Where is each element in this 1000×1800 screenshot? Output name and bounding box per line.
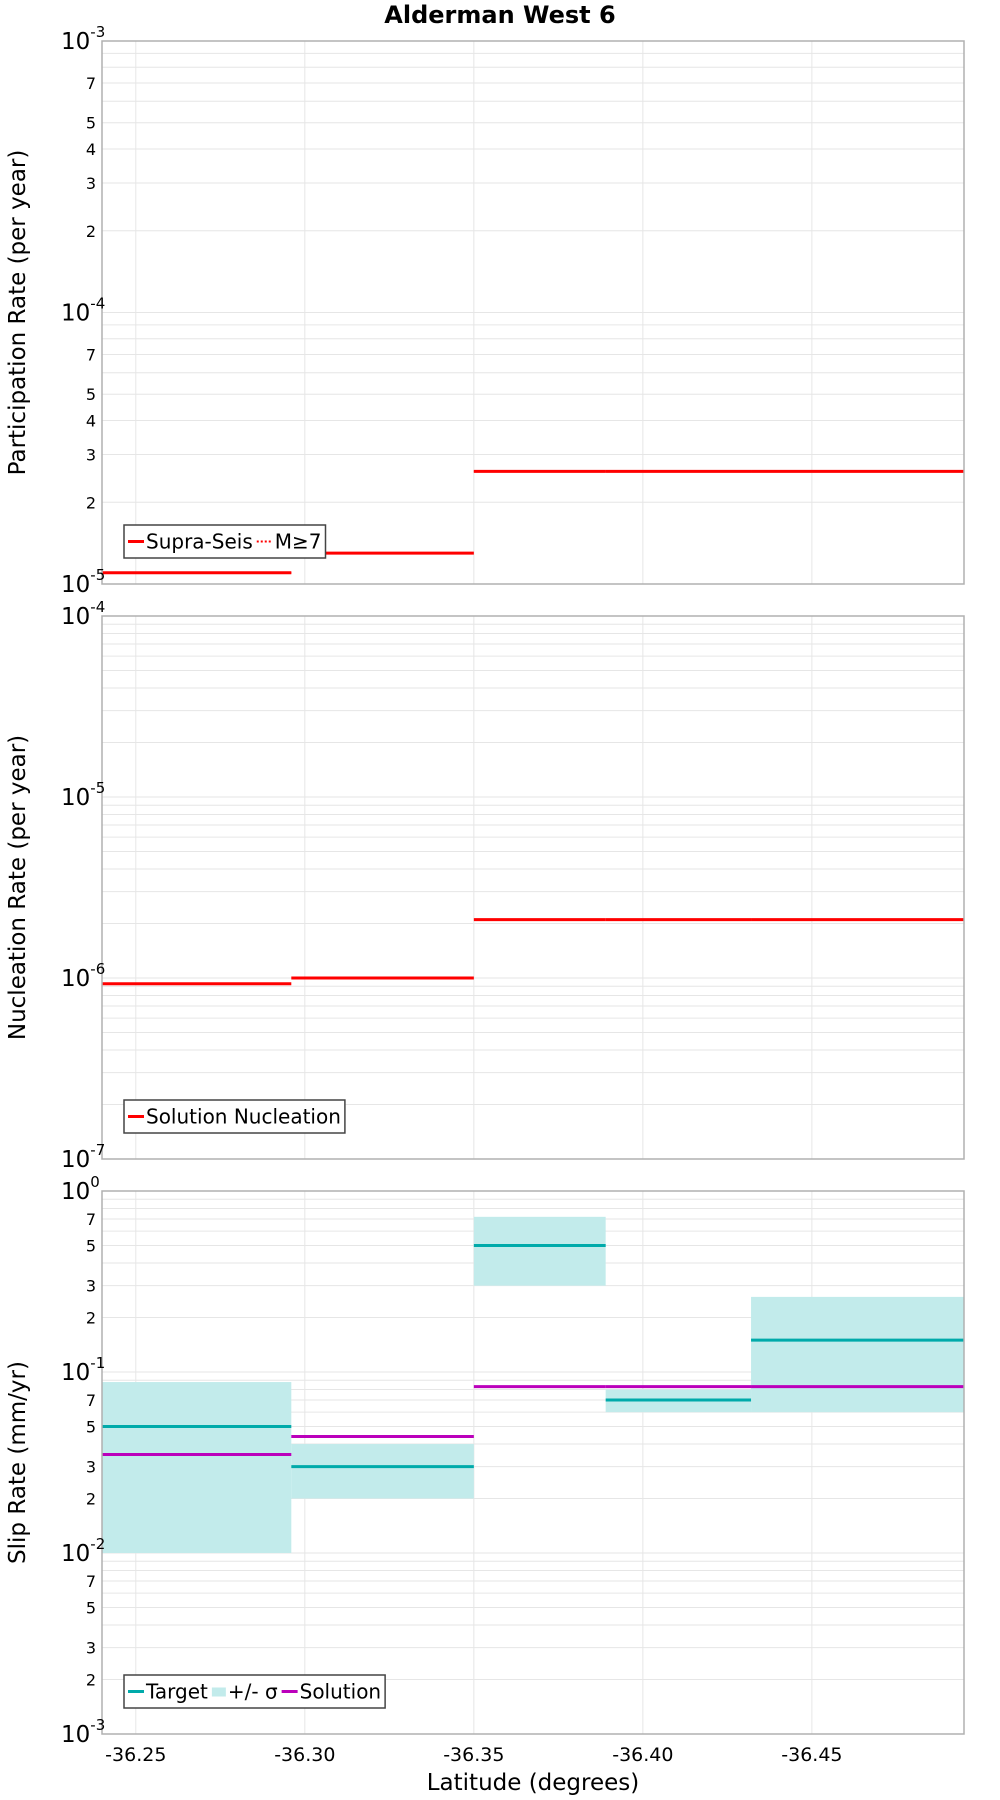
y-minor-tick-label: 2 bbox=[86, 222, 96, 241]
legend-label: M≥7 bbox=[275, 530, 322, 554]
y-minor-tick-label: 3 bbox=[86, 445, 96, 464]
y-minor-tick-label: 3 bbox=[86, 1639, 96, 1658]
y-tick-label: 10-6 bbox=[61, 960, 105, 992]
legend-box bbox=[123, 524, 327, 559]
y-tick-label: 10-3 bbox=[61, 1716, 105, 1748]
y-minor-tick-label: 5 bbox=[86, 1417, 96, 1436]
legend-box bbox=[123, 1674, 386, 1709]
y-tick-exponent: 0 bbox=[90, 1173, 100, 1191]
y-axis-label: Participation Rate (per year) bbox=[5, 150, 31, 476]
legend: Supra-Seis M≥7 bbox=[123, 524, 327, 559]
y-tick-label: 10-4 bbox=[61, 598, 105, 630]
y-tick-label: 10-7 bbox=[61, 1141, 105, 1173]
plot-area bbox=[102, 616, 964, 1159]
y-minor-tick-label: 7 bbox=[86, 1210, 96, 1229]
y-tick-exponent: -1 bbox=[90, 1354, 105, 1372]
sigma-band-bin bbox=[102, 1382, 292, 1553]
y-minor-tick-label: 2 bbox=[86, 1671, 96, 1690]
x-tick-label: -36.35 bbox=[443, 1744, 504, 1766]
legend-label: Solution Nucleation bbox=[146, 1105, 341, 1129]
y-minor-tick-label: 3 bbox=[86, 1277, 96, 1296]
y-tick-exponent: -2 bbox=[90, 1535, 105, 1553]
y-minor-tick-label: 2 bbox=[86, 1490, 96, 1509]
y-tick-exponent: -4 bbox=[90, 598, 105, 616]
y-axis-label: Nucleation Rate (per year) bbox=[5, 735, 31, 1040]
y-minor-tick-label: 7 bbox=[86, 1391, 96, 1410]
y-minor-tick-label: 3 bbox=[86, 1458, 96, 1477]
y-tick-exponent: -3 bbox=[90, 1716, 105, 1734]
legend: Solution Nucleation bbox=[123, 1099, 346, 1134]
y-tick-exponent: -6 bbox=[90, 960, 105, 978]
legend-label: +/- σ bbox=[228, 1680, 278, 1704]
y-minor-tick-label: 4 bbox=[86, 140, 96, 159]
x-tick-label: -36.45 bbox=[781, 1744, 842, 1766]
legend-label: Target bbox=[145, 1680, 208, 1704]
y-tick-exponent: -3 bbox=[90, 23, 105, 41]
plot-frame bbox=[101, 615, 965, 1160]
x-tick-label: -36.25 bbox=[105, 1744, 166, 1766]
y-minor-tick-label: 5 bbox=[86, 385, 96, 404]
sigma-band-bin bbox=[473, 1216, 606, 1286]
legend-label: Supra-Seis bbox=[146, 530, 253, 554]
y-tick-label: 10-4 bbox=[61, 295, 105, 327]
chart-title: Alderman West 6 bbox=[384, 1, 615, 29]
y-tick-exponent: -7 bbox=[90, 1141, 105, 1159]
legend-swatch-sigma bbox=[211, 1687, 226, 1697]
y-tick-exponent: -5 bbox=[90, 566, 105, 584]
legend: Target +/- σ Solution bbox=[123, 1674, 386, 1709]
y-tick-label: 10-1 bbox=[61, 1354, 105, 1386]
y-minor-tick-label: 4 bbox=[86, 412, 96, 431]
y-minor-tick-label: 2 bbox=[86, 1309, 96, 1328]
x-tick-label: -36.40 bbox=[612, 1744, 673, 1766]
sigma-band-bin bbox=[291, 1444, 474, 1499]
legend-label: Solution bbox=[300, 1680, 381, 1704]
y-tick-label: 10-3 bbox=[61, 23, 105, 55]
y-minor-tick-label: 5 bbox=[86, 114, 96, 133]
y-minor-tick-label: 7 bbox=[86, 1572, 96, 1591]
panel-nucleation: 10-7 10-6 10-5 10-4 Nucleation Rate (per yea… bbox=[5, 598, 965, 1173]
y-tick-label: 10-5 bbox=[61, 779, 105, 811]
sigma-band-bin bbox=[751, 1296, 964, 1413]
y-minor-tick-label: 5 bbox=[86, 1236, 96, 1255]
y-tick-label: 10-2 bbox=[61, 1535, 105, 1567]
y-minor-tick-label: 7 bbox=[86, 346, 96, 365]
y-axis-label: Slip Rate (mm/yr) bbox=[5, 1361, 31, 1564]
x-tick-label: -36.30 bbox=[274, 1744, 335, 1766]
y-minor-tick-label: 2 bbox=[86, 493, 96, 512]
y-minor-tick-label: 7 bbox=[86, 74, 96, 93]
panel-participation: 10-5 10-4 10-3 2 3 4 5 7 2 3 4 5 7 Participation Rate… bbox=[5, 23, 965, 598]
plot-frame bbox=[101, 1190, 965, 1735]
y-tick-exponent: -5 bbox=[90, 779, 105, 797]
y-minor-tick-label: 5 bbox=[86, 1598, 96, 1617]
panel-slip: 10-3 10-2 10-1 100 2 3 5 7 2 3 5 7 2 3 5 7 Slip Rate (mm… bbox=[5, 1173, 965, 1766]
y-minor-tick-label: 3 bbox=[86, 174, 96, 193]
plot-frame bbox=[101, 40, 965, 585]
y-tick-label: 100 bbox=[61, 1173, 100, 1205]
y-tick-label: 10-5 bbox=[61, 566, 105, 598]
x-axis-label: Latitude (degrees) bbox=[427, 1770, 640, 1796]
y-tick-exponent: -4 bbox=[90, 295, 105, 313]
legend-box bbox=[123, 1099, 346, 1134]
